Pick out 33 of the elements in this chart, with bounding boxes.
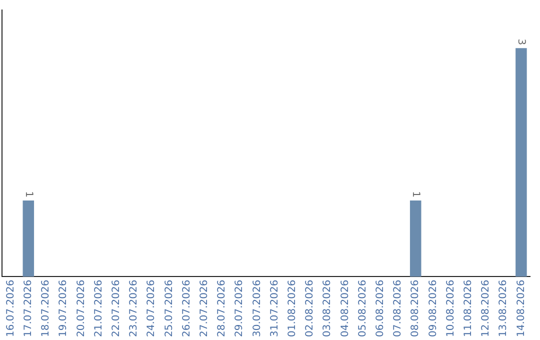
x-tick-label: 31.07.2026 — [269, 280, 280, 338]
x-tick-label: 14.08.2026 — [516, 280, 527, 338]
x-tick-label: 27.07.2026 — [198, 280, 210, 338]
x-tick-label: 21.07.2026 — [93, 280, 104, 338]
x-tick-label: 29.07.2026 — [234, 280, 246, 338]
x-tick-label: 06.08.2026 — [374, 280, 386, 338]
x-tick-label: 30.07.2026 — [252, 280, 263, 338]
x-tick-label: 09.08.2026 — [428, 280, 439, 338]
x-tick-label: 01.08.2026 — [286, 280, 298, 338]
x-tick-label: 26.07.2026 — [181, 280, 192, 338]
x-tick-label: 17.07.2026 — [22, 280, 34, 338]
x-tick-label: 12.08.2026 — [480, 280, 492, 338]
x-tick-label: 02.08.2026 — [304, 280, 316, 338]
x-tick-label: 07.08.2026 — [392, 280, 404, 338]
x-tick-label: 04.08.2026 — [340, 280, 351, 338]
x-tick-label: 05.08.2026 — [357, 280, 368, 338]
data-label: 3 — [516, 38, 527, 46]
x-tick-label: 24.07.2026 — [146, 280, 158, 338]
x-tick-label: 03.08.2026 — [322, 280, 334, 338]
x-tick-label: 18.07.2026 — [40, 280, 52, 338]
x-tick-label: 28.07.2026 — [216, 280, 228, 338]
x-tick-label: 11.08.2026 — [462, 280, 474, 338]
x-tick-label: 16.07.2026 — [5, 280, 16, 338]
x-tick-label: 10.08.2026 — [445, 280, 456, 338]
x-tick-label: 20.07.2026 — [76, 280, 87, 338]
data-label: 1 — [22, 191, 34, 198]
x-tick-label: 23.07.2026 — [128, 280, 140, 338]
x-tick-label: 13.08.2026 — [498, 280, 510, 338]
x-tick-label: 22.07.2026 — [110, 280, 122, 338]
x-tick-label: 19.07.2026 — [58, 280, 70, 338]
x-tick-label: 25.07.2026 — [164, 280, 175, 338]
x-tick-label: 08.08.2026 — [410, 280, 422, 338]
data-label: 1 — [410, 191, 422, 198]
